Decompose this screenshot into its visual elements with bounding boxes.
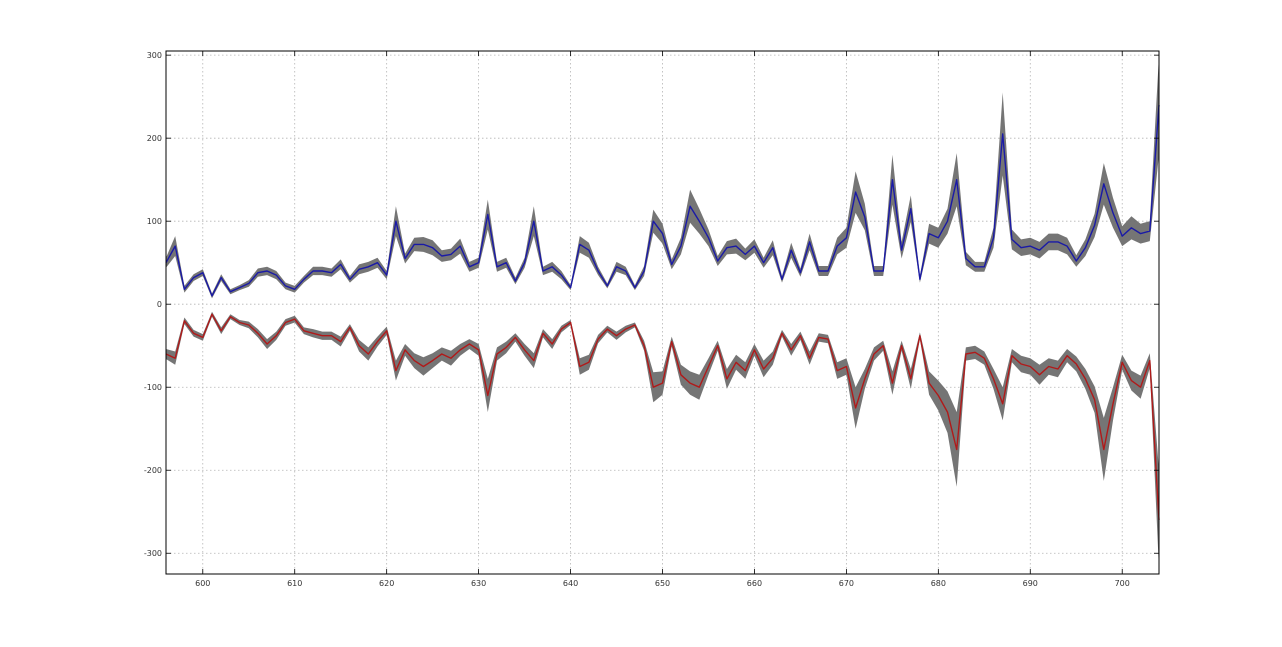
y-tick-label: 300 <box>147 51 162 60</box>
x-axis-tick-labels: 600 610 620 630 640 650 660 670 680 690 700 <box>195 579 1130 588</box>
x-tick-label: 610 <box>287 579 302 588</box>
x-tick-label: 600 <box>195 579 210 588</box>
grid <box>166 51 1159 574</box>
series-2-line <box>165 313 1160 521</box>
series-1-band <box>166 55 1159 299</box>
series-1-line <box>165 104 1160 297</box>
y-tick-label: -300 <box>144 549 162 558</box>
x-tick-label: 620 <box>379 579 394 588</box>
x-tick-label: 640 <box>563 579 578 588</box>
x-tick-label: 650 <box>655 579 670 588</box>
y-tick-label: -200 <box>144 466 162 475</box>
x-tick-label: 630 <box>471 579 486 588</box>
y-tick-label: 200 <box>147 134 162 143</box>
x-tick-label: 690 <box>1023 579 1038 588</box>
axis-ticks <box>166 51 1159 574</box>
y-tick-label: -100 <box>144 383 162 392</box>
x-tick-label: 680 <box>931 579 946 588</box>
y-axis-tick-labels: 300 200 100 0 -100 -200 -300 <box>144 51 162 558</box>
y-tick-label: 0 <box>157 300 162 309</box>
y-tick-label: 100 <box>147 217 162 226</box>
series-lines <box>165 104 1160 521</box>
x-tick-label: 700 <box>1115 579 1130 588</box>
x-tick-label: 660 <box>747 579 762 588</box>
x-tick-label: 670 <box>839 579 854 588</box>
